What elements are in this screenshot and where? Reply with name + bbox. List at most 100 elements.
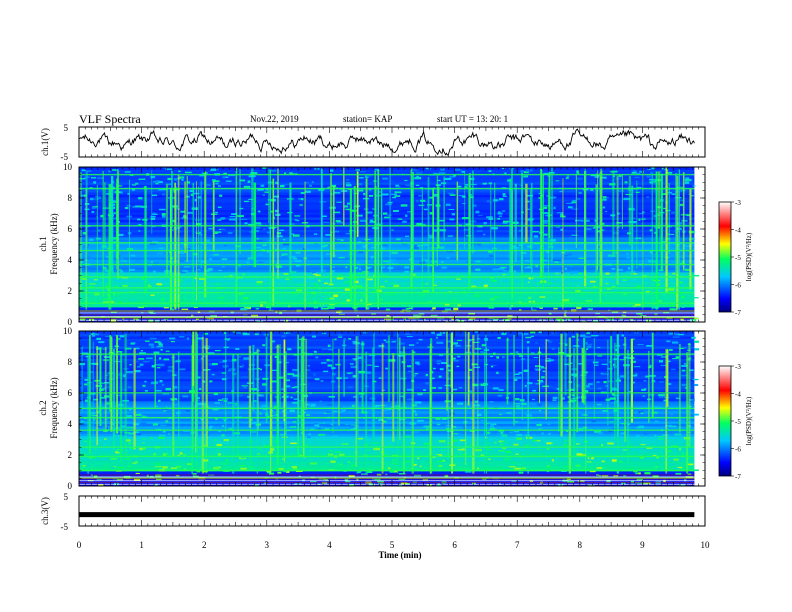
- spectrogram-speckle: [435, 417, 441, 420]
- spectrogram-speckle: [380, 484, 383, 486]
- spectrogram-speckle: [363, 332, 368, 334]
- spectrogram-speckle: [290, 271, 297, 273]
- spectrogram-speckle: [93, 279, 98, 281]
- spectrogram-speckle: [588, 383, 593, 386]
- spectrogram-speckle: [633, 471, 638, 473]
- time-tick-label: 4: [327, 540, 332, 550]
- spectrogram-speckle: [644, 472, 651, 475]
- spectrogram-speckle: [132, 462, 137, 465]
- spectrogram-speckle: [530, 402, 536, 405]
- spectrogram-speckle: [597, 347, 601, 348]
- spectrogram-speckle: [586, 348, 589, 350]
- spectrogram-speckle: [328, 396, 335, 398]
- spectrogram-speckle: [427, 264, 433, 267]
- spectrogram-speckle: [613, 475, 619, 477]
- spectrogram-speckle: [660, 447, 666, 450]
- spectrogram-burst: [154, 353, 156, 409]
- spectrogram-band: [79, 441, 695, 444]
- spectrogram-speckle: [144, 380, 147, 383]
- spectrogram-speckle: [361, 294, 366, 297]
- spectrogram-speckle: [292, 393, 296, 395]
- spectrogram-speckle: [549, 359, 554, 362]
- spectrogram-speckle: [304, 190, 311, 193]
- spectrogram-speckle: [127, 465, 132, 467]
- spectrogram-speckle: [149, 242, 157, 245]
- spectrogram-speckle: [268, 227, 276, 229]
- spectrogram-band: [79, 254, 695, 258]
- spectrogram-band: [79, 456, 695, 459]
- spectrogram-speckle: [609, 401, 617, 404]
- spectrogram-speckle: [89, 187, 93, 189]
- spectrogram-speckle: [413, 410, 417, 413]
- spectrogram-speckle: [514, 421, 519, 423]
- spectrogram-speckle: [609, 397, 616, 400]
- spectrogram-burst: [198, 186, 200, 263]
- spectrogram-speckle: [623, 293, 627, 295]
- spectrogram-speckle: [541, 367, 547, 369]
- spectrogram-speckle: [678, 448, 682, 451]
- spectrogram-speckle: [578, 363, 583, 365]
- spectrogram-speckle: [345, 208, 351, 211]
- spectrogram-speckle: [328, 348, 333, 351]
- spectrogram-speckle: [203, 332, 208, 335]
- spectrogram-speckle: [542, 266, 549, 269]
- spectrogram-burst: [464, 331, 467, 466]
- spectrogram-speckle: [268, 472, 275, 475]
- spectrogram-speckle: [356, 272, 364, 275]
- spectrogram-speckle: [413, 464, 417, 466]
- spectrogram-burst: [427, 177, 430, 285]
- colorbar-tick-label: -4: [735, 227, 741, 235]
- spectrogram-speckle: [283, 272, 289, 275]
- spectrogram-burst: [302, 336, 305, 456]
- spectrogram-burst: [377, 170, 380, 310]
- spectrogram-speckle: [318, 433, 326, 436]
- spectrogram-speckle: [626, 271, 629, 273]
- spectrogram-speckle: [496, 371, 499, 374]
- spectrogram-speckle: [357, 356, 363, 359]
- spectrogram-speckle: [416, 450, 423, 452]
- spectrogram-speckle: [400, 482, 408, 485]
- spectrogram-burst: [542, 174, 544, 294]
- spectrogram-speckle: [590, 188, 594, 191]
- frequency-tick-label: 4: [68, 419, 73, 429]
- spectrogram-speckle: [302, 444, 308, 446]
- spectrogram-speckle: [240, 456, 245, 459]
- spectrogram-band: [79, 299, 695, 303]
- spectrogram-speckle: [611, 393, 616, 396]
- spectrogram-speckle: [310, 481, 317, 483]
- spectrogram-speckle: [256, 283, 263, 286]
- spectrogram-speckle: [437, 179, 441, 182]
- spectrogram-speckle: [539, 409, 542, 412]
- spectrogram-speckle: [256, 453, 260, 455]
- spectrogram-speckle: [501, 168, 506, 170]
- spectrogram-band: [79, 232, 695, 235]
- spectrogram-band: [79, 307, 695, 310]
- spectrogram-speckle: [546, 423, 551, 425]
- spectrogram-speckle: [651, 411, 658, 414]
- spectrogram-speckle: [353, 206, 359, 208]
- spectrogram-band: [79, 443, 695, 447]
- spectrogram-burst: [595, 184, 598, 287]
- spectrogram-speckle: [494, 458, 497, 461]
- spectrogram-speckle: [382, 409, 389, 411]
- spectrogram-speckle: [527, 281, 530, 283]
- spectrogram-speckle: [524, 260, 530, 262]
- spectrogram-band: [79, 264, 695, 268]
- spectrogram-speckle: [210, 168, 217, 171]
- colorbar-tick-label: -7: [735, 473, 741, 481]
- spectrogram-speckle: [244, 307, 252, 310]
- spectrogram-speckle: [408, 458, 412, 460]
- spectrogram-band: [79, 381, 695, 384]
- spectrogram-speckle: [460, 288, 468, 290]
- spectrogram-speckle: [462, 217, 469, 220]
- spectrogram-speckle: [500, 432, 504, 435]
- spectrogram-speckle: [431, 387, 436, 389]
- spectrogram-speckle: [417, 457, 420, 460]
- spectrogram-speckle: [487, 431, 491, 434]
- spectrogram-burst: [80, 172, 82, 290]
- spectrogram-speckle: [678, 333, 684, 336]
- spectrogram-speckle: [449, 176, 456, 178]
- spectrogram-speckle: [584, 336, 591, 338]
- frequency-tick-label: 8: [68, 357, 73, 367]
- spectrogram-speckle: [522, 458, 527, 461]
